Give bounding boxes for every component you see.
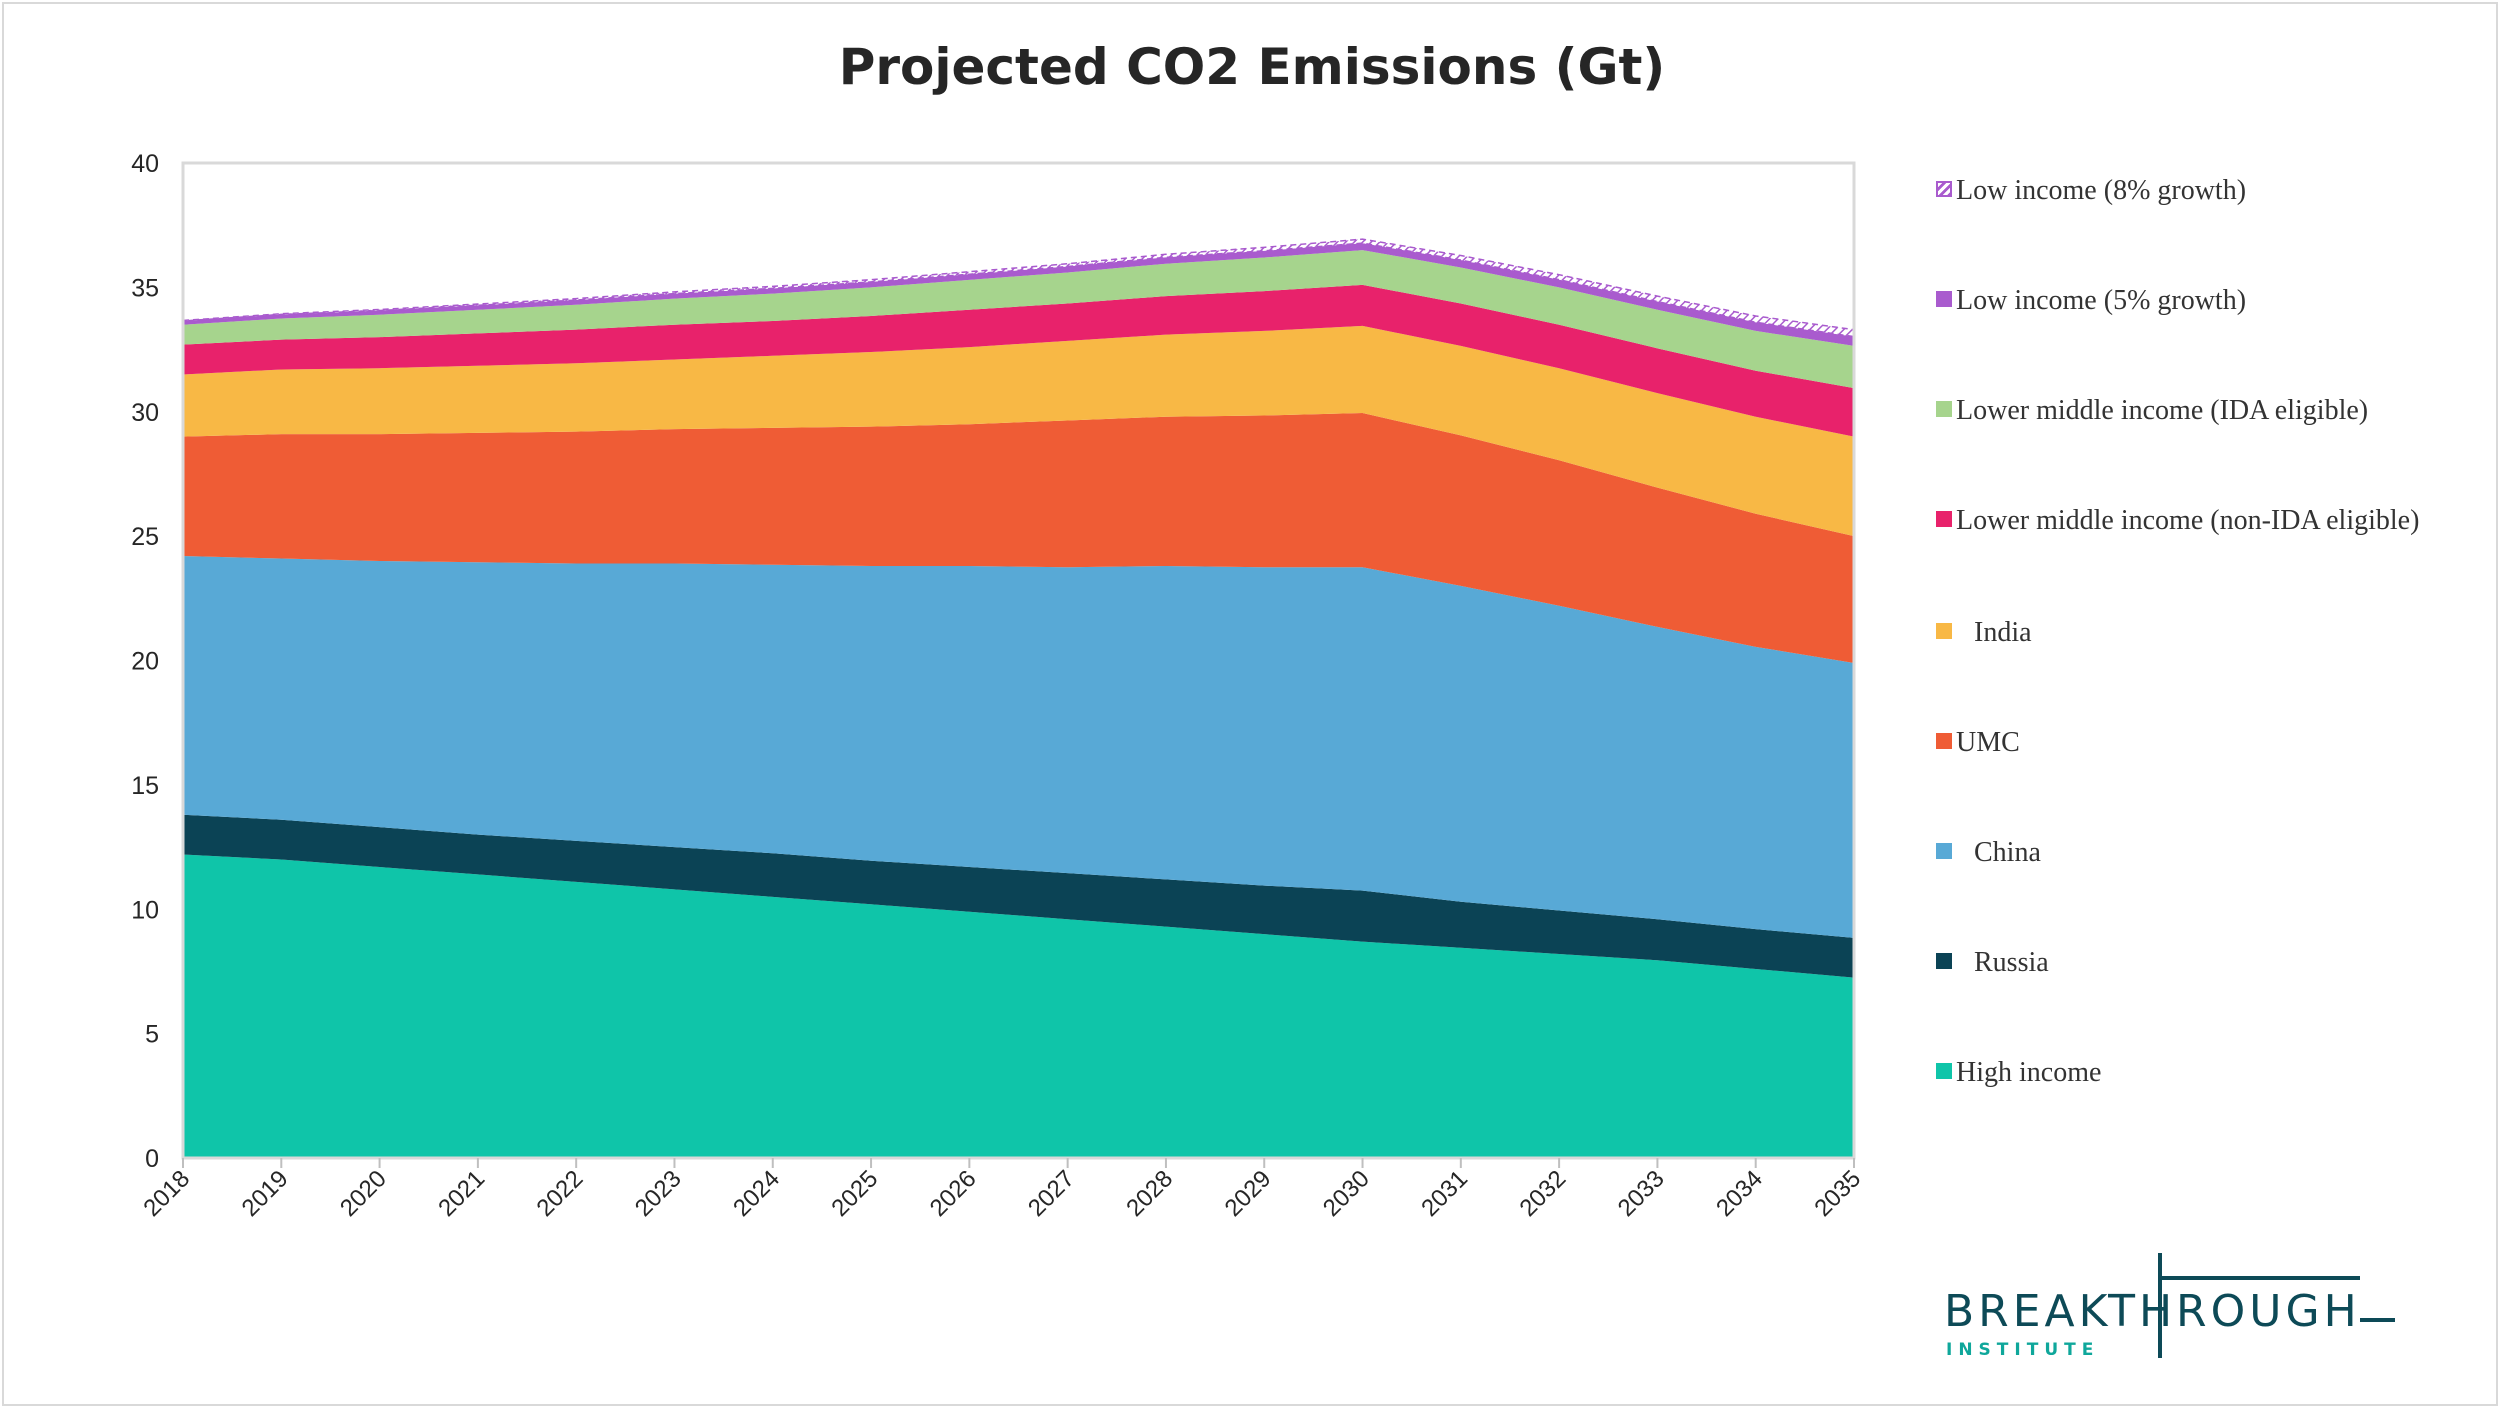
- y-tick-label: 35: [131, 274, 159, 302]
- legend-swatch: [1936, 733, 1952, 749]
- x-axis: 2018 2019 2020 2021 2022 2023 2024 2025 2026 2027…: [138, 1158, 1866, 1222]
- y-tick-label: 40: [131, 150, 159, 178]
- y-tick-label: 0: [145, 1145, 159, 1173]
- x-tick-label: 2035: [1809, 1165, 1866, 1222]
- legend-swatch: [1936, 843, 1952, 859]
- legend-swatch: [1936, 623, 1952, 639]
- x-tick-label: 2029: [1220, 1165, 1277, 1222]
- x-tick-label: 2021: [433, 1165, 490, 1222]
- x-tick-label: 2024: [728, 1165, 785, 1222]
- area-umc: [183, 412, 1854, 663]
- legend-swatch: [1936, 291, 1952, 307]
- legend-item-china: China: [1936, 832, 2496, 874]
- legend-item-lmi_non_ida: Lower middle income (non-IDA eligible): [1936, 500, 2496, 542]
- legend-label: Russia: [1974, 947, 2049, 978]
- legend-label: India: [1974, 617, 2032, 648]
- x-tick-label: 2031: [1416, 1165, 1473, 1222]
- x-tick-label: 2025: [826, 1165, 883, 1222]
- logo-mark: [2158, 1253, 2395, 1358]
- legend-swatch: [1936, 511, 1952, 527]
- x-tick-label: 2034: [1711, 1165, 1768, 1222]
- legend-item-russia: Russia: [1936, 942, 2496, 984]
- x-tick-label: 2033: [1613, 1165, 1670, 1222]
- area-lmi_non_ida: [183, 284, 1854, 437]
- x-tick-label: 2022: [532, 1165, 589, 1222]
- legend-item-low_8: Low income (8% growth): [1936, 170, 2496, 212]
- legend-label: Lower middle income (non-IDA eligible): [1956, 505, 2420, 536]
- legend-label: Lower middle income (IDA eligible): [1956, 395, 2369, 426]
- chart-title: Projected CO2 Emissions (Gt): [838, 38, 1666, 96]
- x-tick-label: 2027: [1023, 1165, 1080, 1222]
- area-china: [183, 556, 1854, 938]
- plot-area-border: [181, 161, 1856, 1160]
- legend-label: Low income (5% growth): [1956, 285, 2247, 316]
- x-tick-label: 2032: [1515, 1165, 1572, 1222]
- legend-item-low_5: Low income (5% growth): [1936, 280, 2496, 322]
- logo-wordmark: BREAKTHROUGH: [1944, 1286, 2361, 1337]
- legend-item-lmi_ida: Lower middle income (IDA eligible): [1936, 390, 2496, 432]
- x-tick-label: 2019: [237, 1165, 294, 1222]
- legend-label: UMC: [1956, 727, 2020, 758]
- legend-swatch: [1936, 181, 1952, 197]
- area-series-group: [182, 238, 1855, 1158]
- area-low_8: [182, 238, 1855, 338]
- y-axis: 0 5 10 15 20 25 30 35 40: [131, 150, 159, 1173]
- breakthrough-institute-logo: BREAKTHROUGH INSTITUTE: [1940, 1248, 2400, 1368]
- legend-label: China: [1974, 837, 2041, 868]
- legend-swatch: [1936, 401, 1952, 417]
- legend-label: Low income (8% growth): [1956, 175, 2247, 206]
- area-high_income: [183, 854, 1854, 1158]
- area-russia: [183, 814, 1854, 978]
- legend-label: High income: [1956, 1057, 2102, 1088]
- y-tick-label: 30: [131, 399, 159, 427]
- y-tick-label: 10: [131, 896, 159, 924]
- y-tick-label: 25: [131, 523, 159, 551]
- x-tick-label: 2023: [630, 1165, 687, 1222]
- legend-item-high_income: High income: [1936, 1052, 2496, 1094]
- x-tick-label: 2026: [925, 1165, 982, 1222]
- x-tick-label: 2028: [1121, 1165, 1178, 1222]
- x-tick-label: 2018: [138, 1165, 195, 1222]
- y-tick-label: 5: [145, 1021, 159, 1049]
- y-tick-label: 15: [131, 772, 159, 800]
- y-tick-label: 20: [131, 648, 159, 676]
- x-tick-label: 2030: [1318, 1165, 1375, 1222]
- x-tick-label: 2020: [335, 1165, 392, 1222]
- area-lmi_ida: [183, 250, 1854, 389]
- legend-item-umc: UMC: [1936, 722, 2496, 764]
- area-india: [183, 325, 1854, 537]
- legend-swatch: [1936, 1063, 1952, 1079]
- legend-swatch: [1936, 953, 1952, 969]
- logo-subtitle: INSTITUTE: [1946, 1340, 2100, 1360]
- legend-item-india: India: [1936, 612, 2496, 654]
